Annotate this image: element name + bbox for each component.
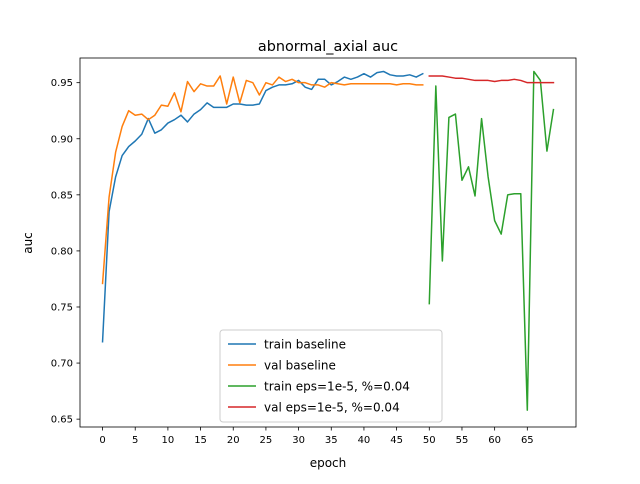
x-tick-label: 30	[292, 435, 305, 446]
x-tick-label: 0	[99, 435, 105, 446]
x-tick-label: 60	[488, 435, 501, 446]
y-tick-label: 0.90	[51, 134, 73, 145]
x-tick-label: 15	[194, 435, 207, 446]
series-line-3	[428, 75, 555, 84]
x-tick-label: 5	[132, 435, 138, 446]
y-tick-label: 0.80	[51, 246, 73, 257]
x-tick-label: 50	[423, 435, 436, 446]
chart-title: abnormal_axial auc	[258, 39, 398, 55]
x-tick-label: 20	[227, 435, 240, 446]
y-tick-label: 0.75	[51, 302, 73, 313]
legend: train baseline val baseline train eps=1e-5…	[219, 329, 443, 423]
legend-label: val baseline	[264, 359, 336, 373]
x-axis-label: epoch	[310, 456, 347, 470]
series-line-1	[101, 75, 424, 285]
legend-label: val eps=1e-5, %=0.04	[264, 401, 400, 415]
x-tick-label: 65	[521, 435, 534, 446]
x-tick-label: 25	[260, 435, 273, 446]
y-tick-label: 0.70	[51, 359, 73, 370]
series-line-2	[428, 70, 555, 411]
plot-frame	[79, 57, 577, 428]
x-axis: 0 5 10 15 20 25 30 35 40 45 50 55 60 65	[99, 427, 534, 446]
legend-box	[219, 329, 443, 423]
y-tick-label: 0.85	[51, 190, 73, 201]
y-tick-label: 0.95	[51, 78, 73, 89]
x-tick-label: 40	[358, 435, 371, 446]
y-axis-label: auc	[21, 232, 35, 254]
x-tick-label: 45	[390, 435, 403, 446]
y-tick-label: 0.65	[51, 415, 73, 426]
x-tick-label: 10	[162, 435, 175, 446]
legend-label: train baseline	[264, 338, 346, 352]
legend-label: train eps=1e-5, %=0.04	[264, 380, 410, 394]
x-tick-label: 55	[456, 435, 469, 446]
x-tick-label: 35	[325, 435, 338, 446]
plot-area	[79, 57, 577, 428]
y-axis: 0.65 0.70 0.75 0.80 0.85 0.90 0.95	[51, 78, 80, 426]
series-line-0	[101, 70, 424, 343]
